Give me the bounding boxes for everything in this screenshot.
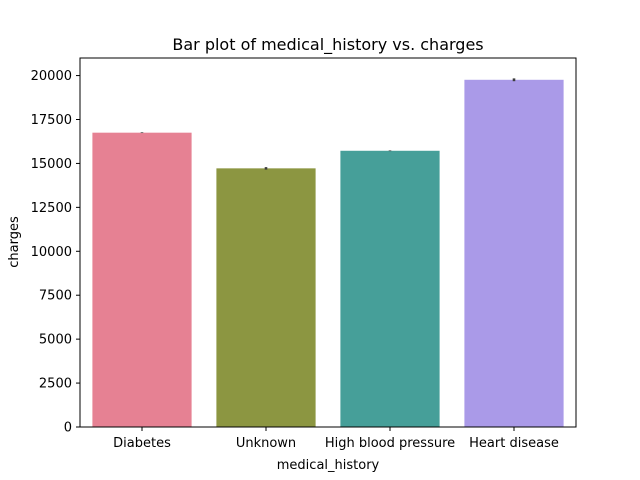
y-tick-label: 5000 xyxy=(39,333,72,348)
y-axis-label: charges xyxy=(7,216,22,268)
plot-frame xyxy=(79,57,577,428)
bars-group xyxy=(92,79,564,427)
y-tick-label: 10000 xyxy=(31,245,72,260)
y-tick-label: 17500 xyxy=(31,113,72,128)
bar-diabetes xyxy=(92,132,192,427)
x-tick-label: Diabetes xyxy=(113,436,171,451)
y-tick-label: 7500 xyxy=(39,289,72,304)
x-tick-label: Heart disease xyxy=(469,436,559,451)
y-axis: 0 2500 5000 7500 10000 12500 15000 17500 20000 xyxy=(31,69,80,436)
x-tick-label: Unknown xyxy=(236,436,296,451)
bar-heart-disease xyxy=(464,79,564,427)
y-tick-label: 15000 xyxy=(31,157,72,172)
x-axis-label: medical_history xyxy=(277,458,380,473)
y-tick-label: 0 xyxy=(64,421,72,436)
bar-high-blood-pressure xyxy=(340,150,440,427)
error-bars-group xyxy=(140,78,516,170)
y-tick-label: 12500 xyxy=(31,201,72,216)
y-tick-label: 20000 xyxy=(31,69,72,84)
y-tick-label: 2500 xyxy=(39,377,72,392)
x-tick-label: High blood pressure xyxy=(325,436,455,451)
chart-title: Bar plot of medical_history vs. charges xyxy=(172,35,483,55)
x-axis: Diabetes Unknown High blood pressure Heart … xyxy=(113,427,559,451)
bar-unknown xyxy=(216,168,316,427)
